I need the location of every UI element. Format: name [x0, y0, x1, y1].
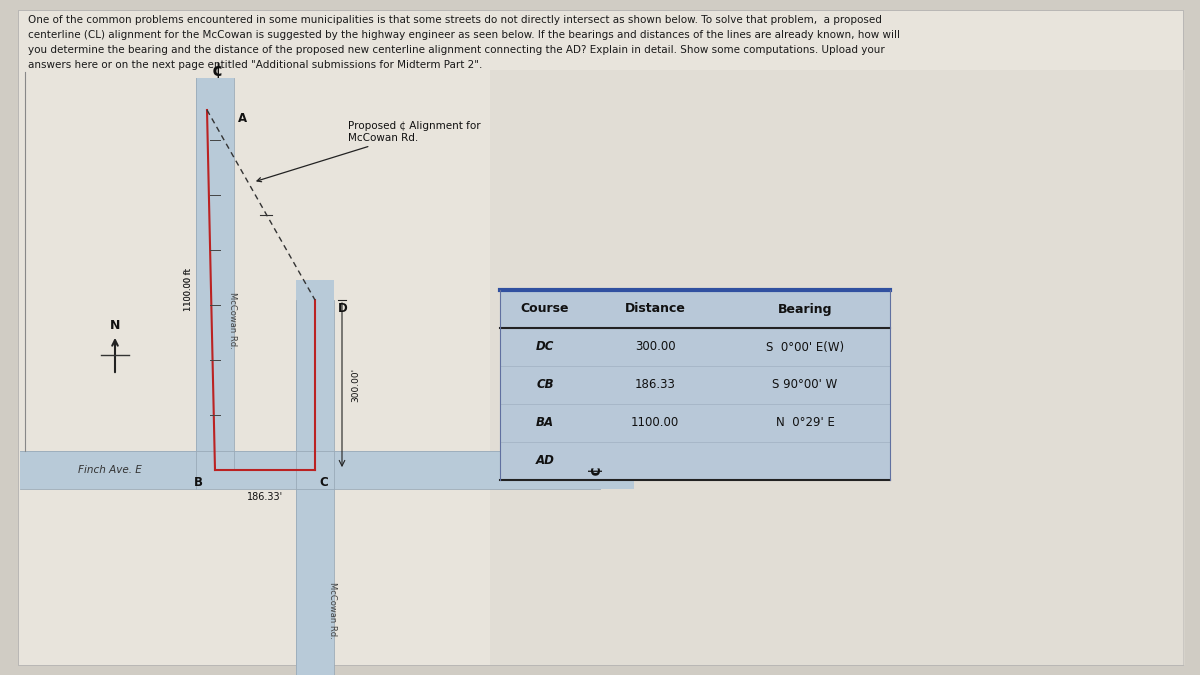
Bar	[500, 290, 890, 328]
Text: Distance: Distance	[624, 302, 685, 315]
Text: AD: AD	[535, 454, 554, 468]
Bar	[296, 280, 334, 600]
Text: 300.00': 300.00'	[352, 368, 360, 402]
Text: 186.33': 186.33'	[247, 492, 283, 502]
Text: McCowan Rd.: McCowan Rd.	[228, 292, 238, 348]
Text: A: A	[238, 112, 247, 125]
Text: BA: BA	[536, 416, 554, 429]
Text: CB: CB	[536, 379, 554, 391]
Text: DC: DC	[536, 340, 554, 354]
Text: 186.33: 186.33	[635, 379, 676, 391]
Text: B: B	[194, 476, 203, 489]
Bar	[296, 300, 334, 470]
Text: Proposed ¢ Alignment for
McCowan Rd.: Proposed ¢ Alignment for McCowan Rd.	[257, 122, 481, 182]
Text: McCowan Rd.: McCowan Rd.	[329, 582, 337, 639]
Text: N  0°29' E: N 0°29' E	[775, 416, 834, 429]
Text: S 90°00' W: S 90°00' W	[773, 379, 838, 391]
Text: answers here or on the next page entitled "Additional submissions for Midterm Pa: answers here or on the next page entitle…	[28, 60, 482, 70]
Text: you determine the bearing and the distance of the proposed new centerline alignm: you determine the bearing and the distan…	[28, 45, 884, 55]
Text: 1100.00 ft: 1100.00 ft	[184, 269, 193, 311]
Bar	[490, 70, 1186, 665]
Bar	[296, 489, 334, 675]
Text: Bearing: Bearing	[778, 302, 833, 315]
Text: Course: Course	[521, 302, 569, 315]
Text: Finch Ave. E: Finch Ave. E	[78, 465, 142, 475]
Bar	[196, 78, 234, 470]
Text: N: N	[110, 319, 120, 332]
Text: centerline (CL) alignment for the McCowan is suggested by the highway engineer a: centerline (CL) alignment for the McCowa…	[28, 30, 900, 40]
Text: 1100.00 ft: 1100.00 ft	[184, 269, 193, 311]
Text: ¢: ¢	[211, 62, 223, 80]
Text: D: D	[338, 302, 348, 315]
Text: One of the common problems encountered in some municipalities is that some stree: One of the common problems encountered i…	[28, 15, 882, 25]
Text: 1100.00: 1100.00	[631, 416, 679, 429]
Text: 300.00: 300.00	[635, 340, 676, 354]
Text: C: C	[319, 476, 328, 489]
Bar	[20, 451, 500, 489]
Bar	[334, 451, 634, 489]
Text: ¢: ¢	[588, 464, 602, 475]
Bar	[500, 290, 890, 480]
Text: S  0°00' E(W): S 0°00' E(W)	[766, 340, 844, 354]
